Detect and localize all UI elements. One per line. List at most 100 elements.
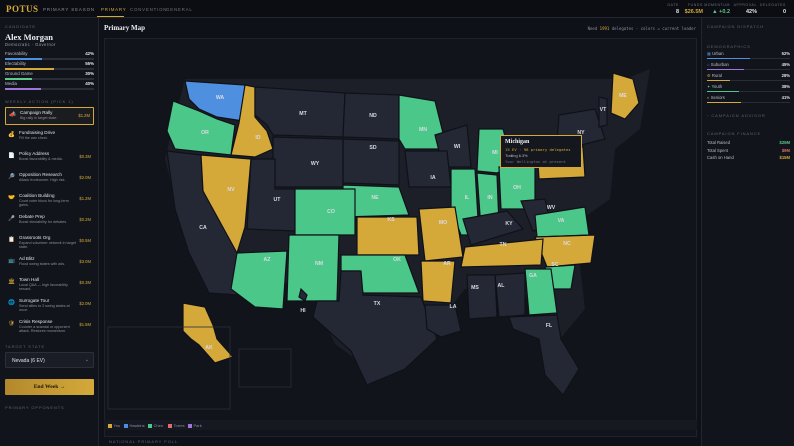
state-ks[interactable] [356,216,420,256]
campaign-dispatch-header: CAMPAIGN DISPATCH [707,24,765,29]
campaign-finance-header: CAMPAIGN FINANCE [707,131,762,136]
state-wy[interactable] [272,136,344,188]
action-title: Campaign Rally [20,110,53,115]
tab-primary[interactable]: PRIMARY [101,7,127,12]
us-map[interactable]: WAORIDMTNDMNWIMINYVTMESDWYNEIAILINOHPACA… [105,39,698,419]
main-panel: Primary Map Need 1991 delegates · colors… [100,18,700,446]
globe-icon: 🌐 [8,300,15,306]
action-grassroots-org[interactable]: 📋 Grassroots Org Expand volunteer network … [5,233,94,251]
state-ga[interactable] [524,268,558,316]
demographic-suburban: ⌂ Suburban 45% [707,62,790,72]
action-description: Flood swing states with ads. [19,262,66,266]
app-logo: POTUS [6,4,39,14]
state-co[interactable] [294,188,356,236]
state-hi[interactable] [298,287,308,302]
state-al[interactable] [494,272,526,318]
action-description: Send allies to 3 swing states at once. [19,304,70,313]
legend-item-chen: Chen [148,423,163,428]
state-az[interactable] [230,250,288,310]
demographics-header: DEMOGRAPHICS [707,44,751,49]
season-label: PRIMARY SEASON [43,7,95,12]
state-label-ne: NE [371,195,379,201]
legend-item-park: Park [188,423,202,428]
shield-icon: 🛡 [8,321,15,327]
stat-momentum: MOMENTUM ▲ +0.2 [704,3,730,15]
tooltip-delegates: 15 EV · 98 primary delegates [505,147,571,152]
end-week-button[interactable]: End Week → [5,379,94,395]
state-ak[interactable] [182,302,235,364]
momentum-up-icon: ▲ [712,9,720,15]
action-town-hall[interactable]: 🏛 Town Hall Local Q&A — high favorability … [5,275,94,293]
target-state-value: Nevada (6 EV) [12,358,45,364]
state-or[interactable] [166,100,236,156]
legend-swatch [108,424,112,428]
metric-bar [5,58,94,60]
chevron-down-icon: ⌄ [84,357,89,363]
state-label-va: VA [558,218,565,224]
state-ar[interactable] [420,260,456,304]
state-label-mi: MI [492,150,498,156]
state-ky[interactable] [462,210,525,246]
state-tx[interactable] [312,270,438,386]
state-label-az: AZ [264,257,272,263]
finance-total-spent: Total Spent $9M [707,147,790,153]
metric-bar [5,68,94,70]
action-policy-address[interactable]: 📄 Policy Address Boost favorability & medi… [5,149,94,167]
state-ms[interactable] [466,274,498,320]
target-state-select[interactable]: Nevada (6 EV) ⌄ [5,352,94,368]
action-campaign-rally[interactable]: 📣 Campaign Rally Big rally in target state… [5,107,94,125]
state-label-la: LA [450,304,457,310]
action-title: Ad Blitz [19,256,35,261]
state-me[interactable] [610,72,640,120]
state-nm[interactable] [286,234,340,302]
state-nc[interactable] [534,234,596,268]
tab-convention[interactable]: CONVENTION [130,7,168,12]
tab-general[interactable]: GENERAL [166,7,193,12]
demographic-bar [707,90,790,92]
action-coalition-building[interactable]: 🤝 Coalition Building Court voter blocs for… [5,191,94,209]
legend-swatch [168,424,172,428]
delegates-needed: Need 1991 delegates · colors = current l… [587,26,696,31]
action-title: Opposition Research [19,172,62,177]
state-ia[interactable] [404,150,452,188]
state-tooltip: Michigan 15 EV · 98 primary delegates Tr… [500,135,582,168]
legend-swatch [124,424,128,428]
state-label-fl: FL [546,323,553,329]
action-ad-blitz[interactable]: 📺 Ad Blitz Flood swing states with ads. $3.… [5,254,94,272]
stat-delegates: DELEGATES 0 [759,3,786,15]
action-crisis-response[interactable]: 🛡 Crisis Response Counter a scandal or opp… [5,317,94,335]
primary-opponents-header: PRIMARY OPPONENTS [5,405,65,410]
state-la[interactable] [424,304,462,338]
stat-approval: APPROVAL 42% [733,3,757,15]
map-container: WAORIDMTNDMNWIMINYVTMESDWYNEIAILINOHPACA… [104,38,697,437]
finance-cash-on-hand: Cash on Hand $15M [707,155,790,160]
action-debate-prep[interactable]: 🎤 Debate Prep Boost electability for debat… [5,212,94,230]
candidate-name: Alex Morgan [5,32,53,42]
state-label-mt: MT [299,111,307,117]
state-label-ny: NY [577,130,585,136]
state-mo[interactable] [418,206,464,262]
state-tn[interactable] [460,238,544,268]
metric-favorability: Favorability 42% [5,51,94,62]
demographic-bar-fill [707,57,751,59]
metric-bar-fill [5,78,32,80]
state-label-or: OR [201,130,209,136]
house-icon: ⌂ [707,62,711,67]
state-label-co: CO [327,209,335,215]
demographic-bar-fill [707,101,742,103]
demographic-bar [707,57,790,59]
legend-item-torres: Torres [168,423,185,428]
state-label-ia: IA [430,175,435,181]
state-label-hi: HI [300,308,306,314]
stat-funds: FUNDS $26.5M [684,3,703,15]
action-opposition-research[interactable]: 🔎 Opposition Research Attack frontrunner. … [5,170,94,188]
action-surrogate-tour[interactable]: 🌐 Surrogate Tour Send allies to 3 swing st… [5,296,94,314]
state-label-ak: AK [205,345,213,351]
action-fundraising-drive[interactable]: 💰 Fundraising Drive Fill the war chest. [5,128,94,146]
tooltip-state-name: Michigan [505,139,530,145]
state-label-ga: GA [529,273,537,279]
state-fl[interactable] [508,314,580,396]
state-nv[interactable] [200,154,252,255]
state-vt[interactable] [598,96,608,128]
metric-bar-fill [5,58,43,60]
